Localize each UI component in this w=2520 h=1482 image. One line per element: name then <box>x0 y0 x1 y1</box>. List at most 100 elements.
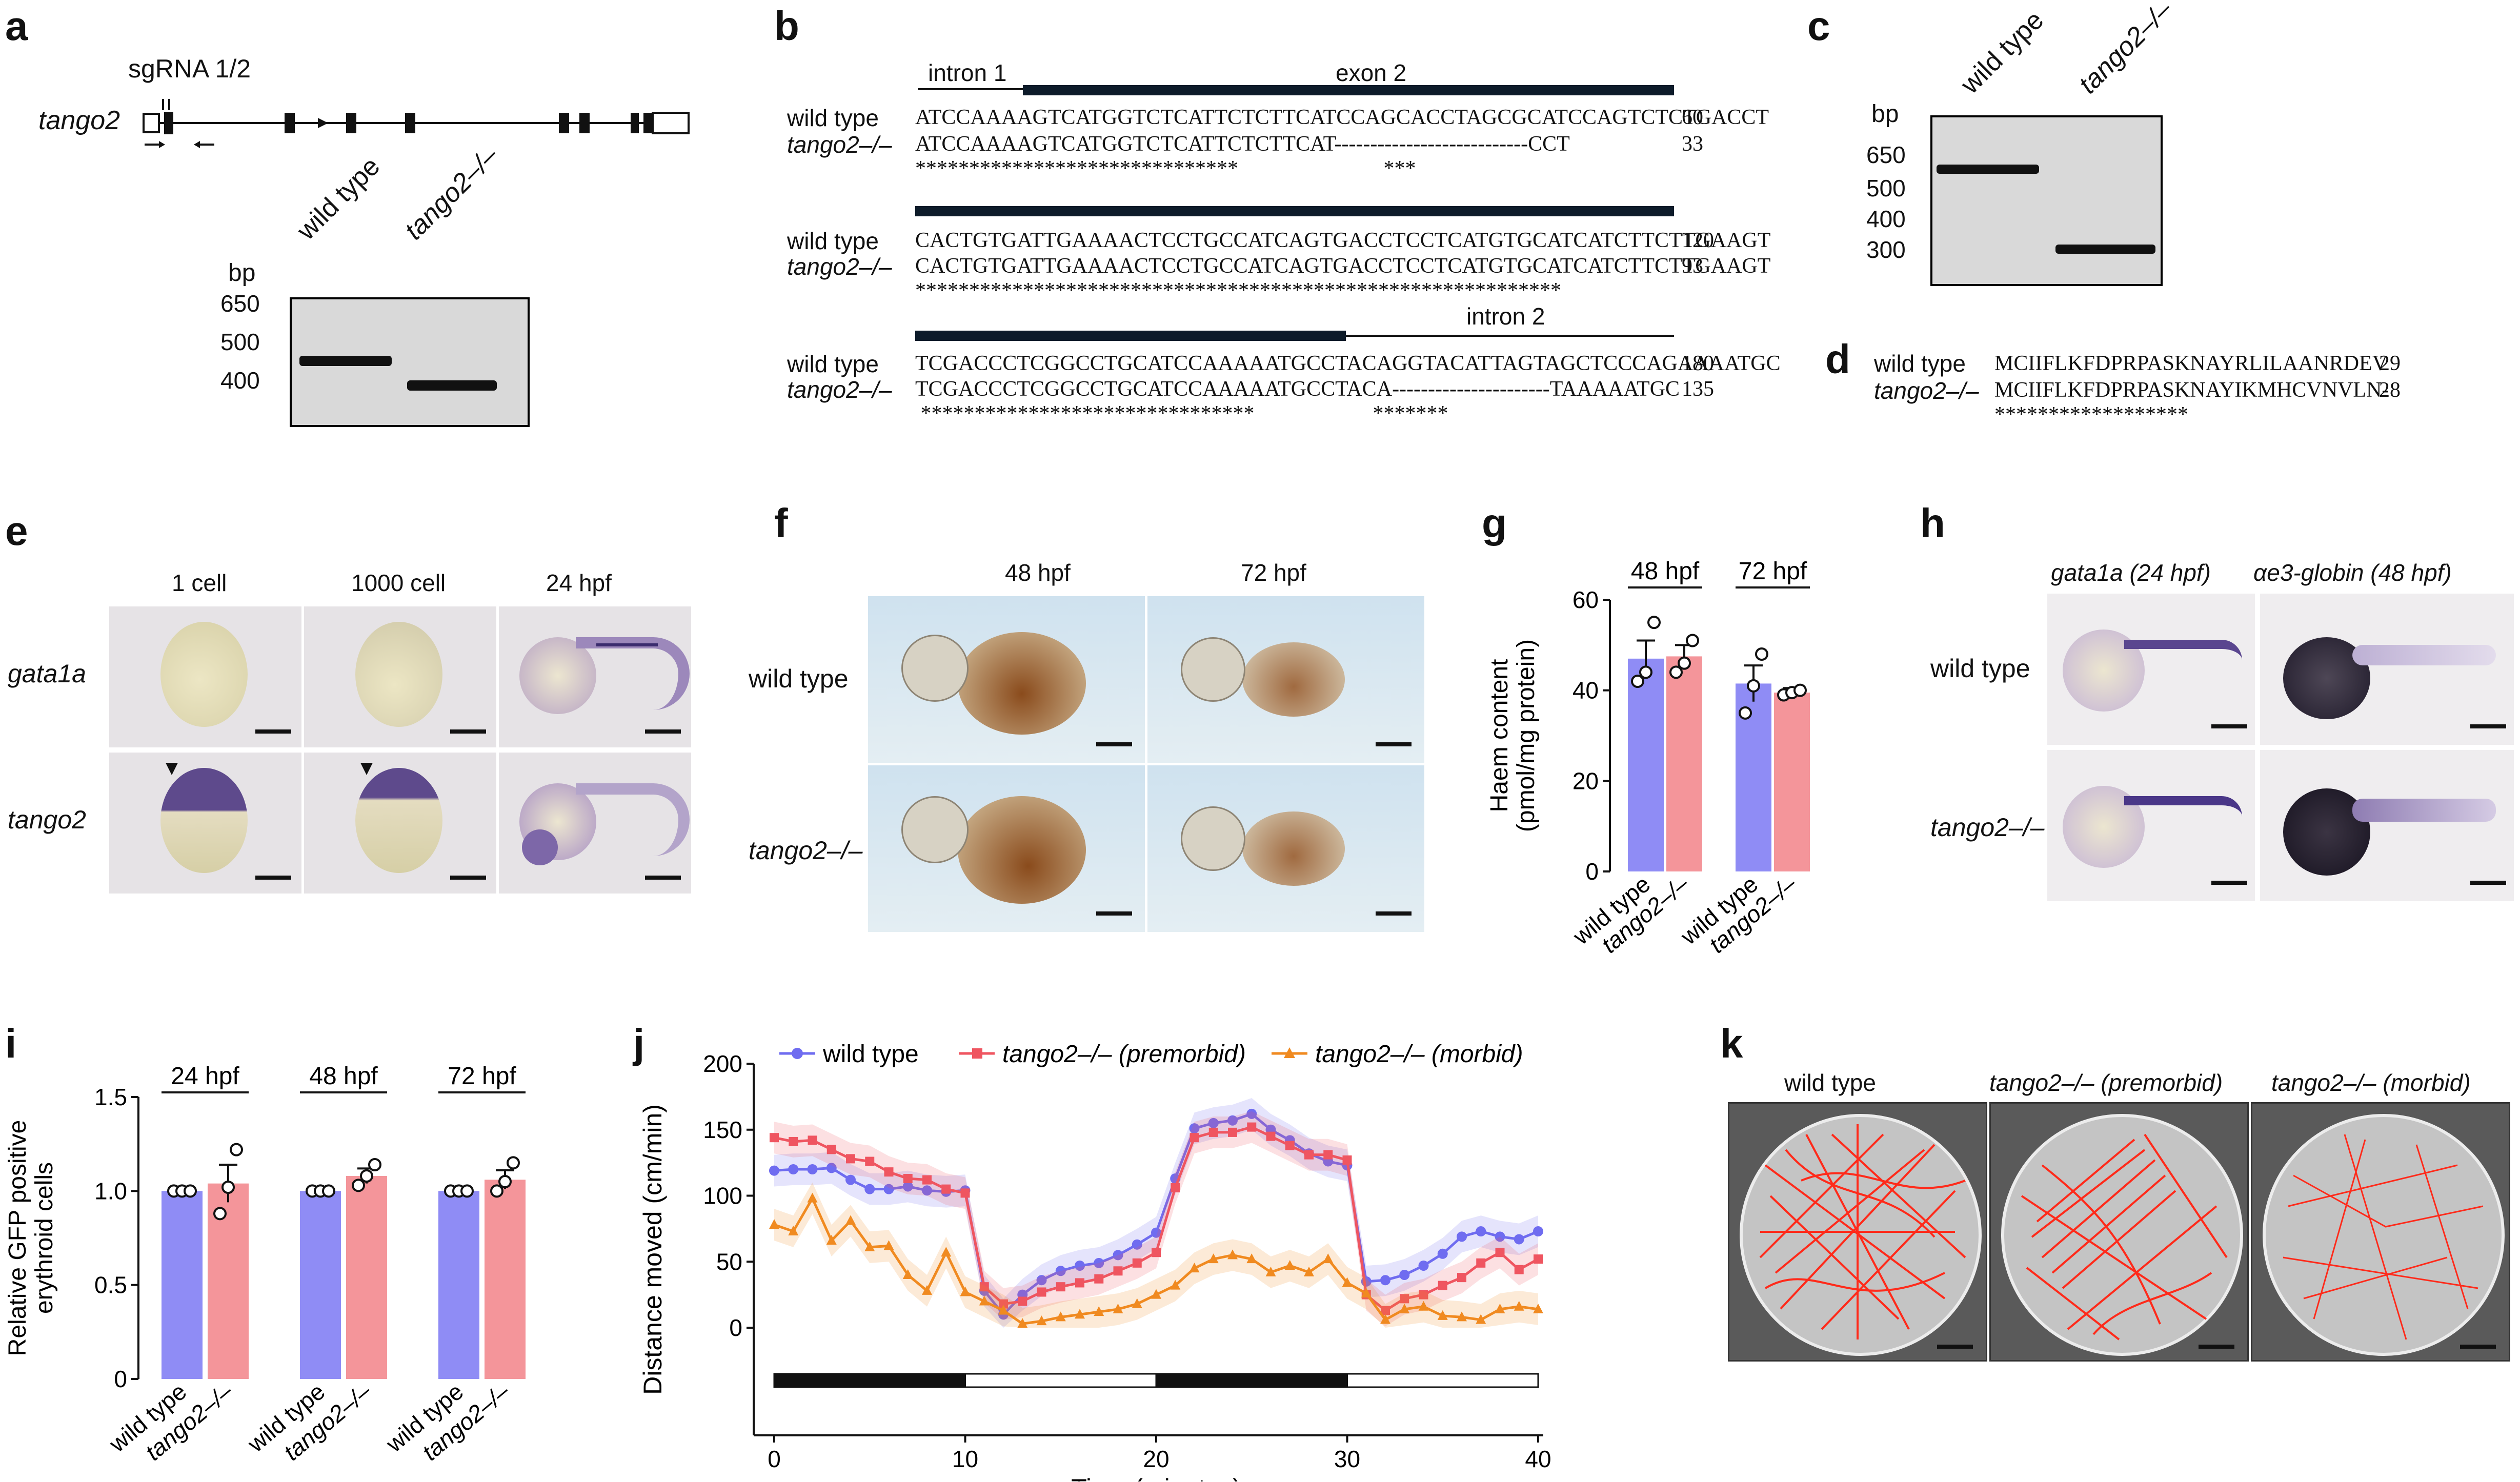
data-point <box>1438 1281 1447 1290</box>
seq-b2-wt-num: 120 <box>1682 229 1714 252</box>
h-row-1: wild type <box>1930 654 2030 683</box>
panel-g-label: g <box>1482 500 1507 546</box>
bar <box>1774 693 1810 871</box>
data-point <box>1380 1275 1390 1286</box>
seq-b2-stars: ****************************************… <box>915 279 1561 302</box>
data-point <box>903 1174 913 1184</box>
y-axis-label: Relative GFP positive <box>4 1120 31 1356</box>
data-point <box>979 1295 990 1306</box>
data-point <box>230 1143 243 1156</box>
y-tick-label: 0.5 <box>94 1272 127 1298</box>
data-point <box>883 1240 894 1250</box>
data-point <box>1747 679 1760 693</box>
bar <box>300 1191 341 1379</box>
data-point <box>770 1133 779 1143</box>
data-point <box>213 1207 227 1221</box>
x-tick-label: 10 <box>952 1446 978 1472</box>
light-cycle-dark <box>773 1373 966 1388</box>
arrowhead-icon <box>360 763 373 775</box>
data-point <box>1380 1314 1390 1324</box>
header-intron-2: intron 2 <box>1466 303 1545 330</box>
data-point <box>1457 1273 1466 1283</box>
e-photo-tango2-1000cell <box>303 751 498 895</box>
data-point <box>490 1184 503 1198</box>
data-point <box>1631 675 1644 688</box>
data-point <box>922 1185 932 1196</box>
gel-a-band-wild-type <box>299 356 392 366</box>
data-point <box>1113 1303 1123 1313</box>
data-point <box>1094 1306 1104 1316</box>
data-point <box>1304 1266 1314 1276</box>
y-tick-label: 100 <box>703 1183 742 1209</box>
chart-i-gfp: 0 0.5 1.0 1.5 Relative GFP positive erythroid… <box>4 1063 526 1466</box>
panel-e-label: e <box>5 508 28 554</box>
bar <box>438 1191 479 1379</box>
y-axis-label: erythroid cells <box>31 1162 58 1314</box>
gel-a-lane-1: wild type <box>291 151 386 246</box>
data-point <box>1739 706 1752 720</box>
gene-structure-diagram <box>143 99 690 148</box>
data-point <box>1419 1290 1428 1300</box>
x-tick-label: 30 <box>1334 1446 1360 1472</box>
data-point <box>883 1184 894 1194</box>
panel-d-label: d <box>1825 336 1850 382</box>
data-point <box>1018 1296 1027 1306</box>
panel-j-label: j <box>633 1021 645 1066</box>
y-tick-label: 1.5 <box>94 1084 127 1110</box>
data-point <box>1227 1115 1238 1126</box>
h-col-2: αe3-globin (48 hpf) <box>2253 559 2452 586</box>
data-point <box>788 1164 799 1174</box>
data-point <box>1418 1301 1429 1311</box>
seq-b1-stars: ****************************** *** <box>915 157 1416 180</box>
data-point <box>1094 1257 1104 1268</box>
gel-a-unit: bp <box>228 259 256 287</box>
f-photo-wt-72 <box>1146 595 1426 764</box>
data-point <box>1171 1183 1180 1193</box>
bar <box>1628 658 1664 871</box>
gel-a-band-mutant <box>407 380 497 391</box>
data-point <box>1476 1258 1486 1268</box>
legend-label: tango2–/– (premorbid) <box>1002 1041 1246 1068</box>
data-point <box>1228 1127 1237 1137</box>
k-col-2: tango2–/– (premorbid) <box>1989 1069 2223 1096</box>
seq-b1-wt-num: 60 <box>1682 106 1703 129</box>
data-point <box>221 1181 235 1194</box>
data-point <box>1323 1253 1334 1264</box>
data-point <box>1075 1278 1084 1288</box>
x-tick-label: 20 <box>1143 1446 1169 1472</box>
e-row-1: gata1a <box>8 659 86 688</box>
exon-2-bar-2 <box>915 206 1674 216</box>
data-point <box>808 1135 817 1145</box>
x-tick-label: 40 <box>1525 1446 1551 1472</box>
y-tick-label: 200 <box>703 1050 742 1077</box>
data-point <box>941 1247 952 1257</box>
gel-c-unit: bp <box>1871 100 1899 128</box>
x-tick-label: 0 <box>768 1446 781 1472</box>
data-point <box>360 1169 373 1183</box>
data-point <box>1055 1266 1066 1276</box>
data-point <box>1514 1265 1524 1274</box>
bar <box>162 1191 203 1379</box>
panel-i-label: i <box>5 1021 17 1066</box>
k-col-3: tango2–/– (morbid) <box>2271 1069 2471 1096</box>
data-point <box>826 1145 836 1154</box>
y-axis-label: (pmol/mg protein) <box>1513 639 1540 832</box>
data-point <box>979 1282 989 1292</box>
exon-2-box <box>164 112 173 134</box>
prot-mut-num: 28 <box>2379 378 2401 402</box>
bar <box>346 1176 387 1379</box>
data-point <box>845 1215 856 1225</box>
gel-a-ladder-500: 500 <box>220 329 260 355</box>
gel-c-band-wild-type <box>1937 165 2039 174</box>
direction-arrow-icon <box>318 118 328 128</box>
y-axis-label: Haem content <box>1486 659 1513 813</box>
gel-a-ladder-400: 400 <box>220 367 260 394</box>
seq-b1-mut-num: 33 <box>1682 132 1703 156</box>
y-tick-label: 60 <box>1573 586 1599 613</box>
data-point <box>1170 1280 1181 1290</box>
chart-j-locomotion: 0 50 100 150 200 0 10 20 30 40 Time (minutes) Dista… <box>638 1041 1551 1481</box>
data-point <box>864 1241 875 1251</box>
data-point <box>507 1156 520 1170</box>
exon-2-bar-1 <box>1023 85 1674 95</box>
